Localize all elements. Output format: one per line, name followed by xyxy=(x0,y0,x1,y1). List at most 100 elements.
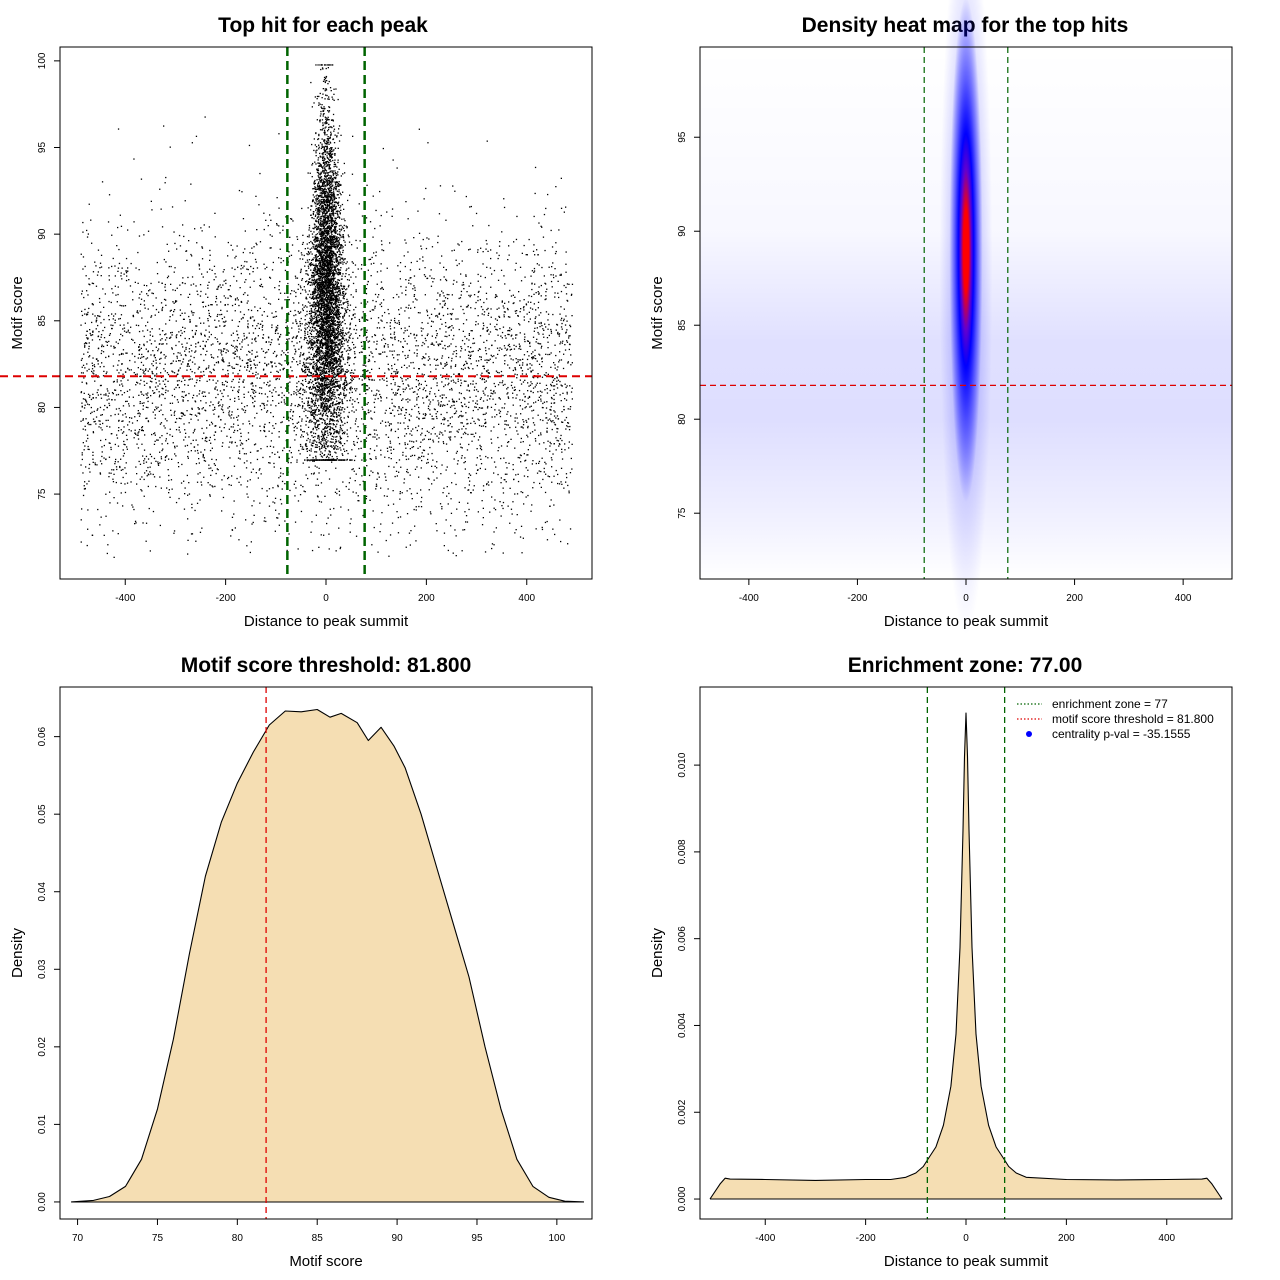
scatter-point xyxy=(549,418,551,420)
scatter-point xyxy=(263,520,265,522)
scatter-point xyxy=(133,405,135,407)
scatter-point xyxy=(545,463,547,465)
scatter-point xyxy=(531,410,533,412)
scatter-point xyxy=(141,490,143,492)
scatter-point xyxy=(431,428,434,430)
scatter-point xyxy=(382,147,384,150)
scatter-point xyxy=(416,403,418,406)
scatter-point xyxy=(553,475,555,477)
scatter-point xyxy=(441,357,443,359)
scatter-point xyxy=(171,362,173,364)
scatter-point xyxy=(166,420,168,422)
scatter-point xyxy=(239,476,242,478)
scatter-point xyxy=(539,343,542,345)
scatter-point xyxy=(263,407,266,409)
scatter-point xyxy=(387,488,389,490)
scatter-point xyxy=(472,342,474,345)
scatter-point xyxy=(197,342,199,344)
scatter-point xyxy=(136,420,138,422)
scatter-point xyxy=(87,445,89,448)
scatter-point xyxy=(133,508,135,511)
scatter-point xyxy=(213,463,215,465)
scatter-point xyxy=(506,424,508,426)
scatter-point xyxy=(555,437,557,439)
scatter-point xyxy=(247,480,249,482)
scatter-point xyxy=(136,381,138,383)
scatter-point xyxy=(370,470,372,472)
scatter-point xyxy=(431,342,433,344)
scatter-point xyxy=(515,337,517,339)
scatter-point xyxy=(168,458,170,460)
scatter-point xyxy=(532,351,534,353)
scatter-point xyxy=(520,348,522,350)
scatter-point xyxy=(106,406,108,409)
scatter-point xyxy=(122,414,124,416)
scatter-point xyxy=(493,426,495,428)
scatter-point xyxy=(355,324,357,327)
scatter-point xyxy=(404,239,406,241)
scatter-point xyxy=(560,306,562,308)
scatter-point xyxy=(245,453,247,455)
scatter-point xyxy=(475,389,478,391)
scatter-point xyxy=(536,249,538,251)
scatter-point xyxy=(544,298,546,301)
scatter-point xyxy=(207,318,209,320)
scatter-point xyxy=(448,424,450,427)
scatter-point xyxy=(502,384,504,386)
scatter-point xyxy=(163,425,165,427)
scatter-point xyxy=(284,299,286,301)
scatter-point xyxy=(407,307,409,309)
scatter-point xyxy=(278,524,280,526)
scatter-point xyxy=(250,541,252,543)
scatter-point xyxy=(560,359,563,361)
scatter-point xyxy=(558,483,561,485)
scatter-point xyxy=(136,434,138,436)
scatter-point xyxy=(204,460,207,462)
scatter-point xyxy=(431,277,433,279)
scatter-point xyxy=(355,492,357,494)
scatter-point xyxy=(206,271,208,273)
scatter-point xyxy=(99,366,101,368)
scatter-point xyxy=(114,322,116,324)
scatter-point xyxy=(405,455,407,457)
scatter-point xyxy=(327,517,329,519)
scatter-point xyxy=(532,369,534,371)
scatter-point xyxy=(368,378,370,381)
scatter-point xyxy=(238,386,240,388)
scatter-point xyxy=(521,364,524,366)
scatter-point xyxy=(554,252,557,255)
scatter-point xyxy=(537,254,539,256)
scatter-point xyxy=(204,344,206,347)
scatter-point xyxy=(222,395,224,398)
scatter-point xyxy=(190,183,192,185)
scatter-point xyxy=(372,195,374,197)
scatter-point xyxy=(186,444,189,447)
scatter-point xyxy=(458,398,460,400)
scatter-point xyxy=(234,257,236,259)
scatter-point xyxy=(375,483,378,485)
scatter-point xyxy=(234,303,236,305)
scatter-point xyxy=(389,407,391,409)
scatter-point xyxy=(410,530,412,532)
scatter-point xyxy=(444,335,446,337)
scatter-point xyxy=(97,271,99,273)
scatter-point xyxy=(147,420,149,422)
scatter-point xyxy=(211,423,214,425)
scatter-point xyxy=(240,264,243,267)
scatter-point xyxy=(237,266,239,268)
scatter-point xyxy=(530,353,533,355)
scatter-point xyxy=(533,215,535,218)
scatter-point xyxy=(109,442,111,444)
scatter-point xyxy=(260,448,262,450)
scatter-point xyxy=(202,395,205,397)
scatter-point xyxy=(328,457,330,459)
scatter-point xyxy=(202,276,204,278)
scatter-point xyxy=(395,462,398,464)
scatter-point xyxy=(94,380,96,382)
scatter-point xyxy=(257,310,259,312)
scatter-point xyxy=(505,354,507,356)
scatter-point xyxy=(471,440,473,442)
scatter-point xyxy=(265,520,267,523)
scatter-point xyxy=(547,353,549,356)
scatter-point xyxy=(231,267,233,269)
